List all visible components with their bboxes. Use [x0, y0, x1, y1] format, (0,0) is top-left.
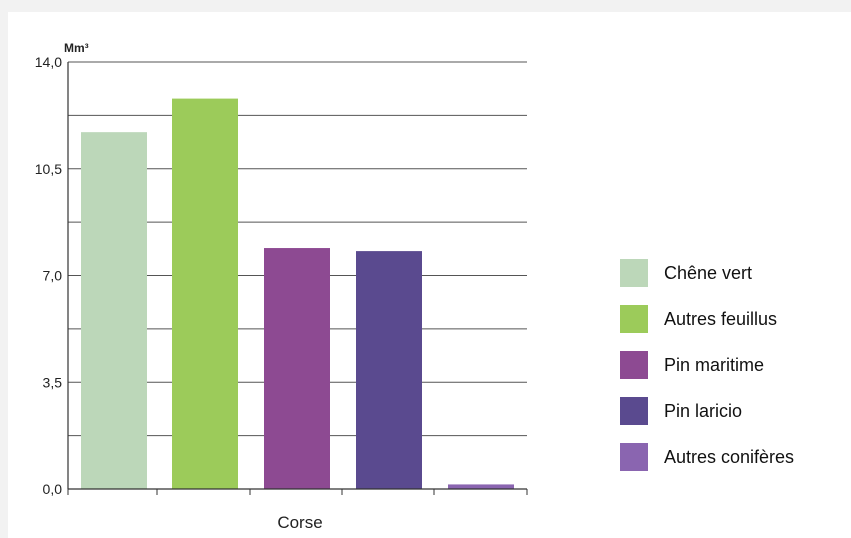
bar-pin-maritime — [264, 248, 330, 489]
y-tick-label: 0,0 — [43, 481, 63, 497]
legend: Chêne vert Autres feuillus Pin maritime Pin… — [620, 250, 794, 480]
legend-item: Pin laricio — [620, 388, 794, 434]
bar-autres-feuillus — [172, 99, 238, 489]
bar-pin-laricio — [356, 251, 422, 489]
legend-item: Chêne vert — [620, 250, 794, 296]
bar-ch-ne-vert — [81, 132, 147, 489]
legend-item: Autres feuillus — [620, 296, 794, 342]
y-tick-label: 3,5 — [43, 374, 63, 390]
x-tick-label-corse: Corse — [277, 513, 322, 532]
legend-swatch — [620, 259, 648, 287]
legend-swatch — [620, 305, 648, 333]
legend-item: Autres conifères — [620, 434, 794, 480]
legend-label: Autres conifères — [664, 447, 794, 468]
legend-swatch — [620, 443, 648, 471]
y-tick-label: 7,0 — [43, 268, 63, 284]
legend-swatch — [620, 397, 648, 425]
legend-label: Pin laricio — [664, 401, 742, 422]
legend-label: Autres feuillus — [664, 309, 777, 330]
legend-item: Pin maritime — [620, 342, 794, 388]
bar-autres-conif-res — [448, 484, 514, 489]
legend-label: Pin maritime — [664, 355, 764, 376]
y-unit-label: Mm³ — [64, 41, 89, 55]
bars — [81, 99, 514, 489]
x-axis: Corse — [68, 489, 527, 532]
y-axis: 0,0 3,5 7,0 10,5 14,0 — [35, 54, 68, 497]
legend-swatch — [620, 351, 648, 379]
y-tick-label: 10,5 — [35, 161, 62, 177]
legend-label: Chêne vert — [664, 263, 752, 284]
y-tick-label: 14,0 — [35, 54, 62, 70]
